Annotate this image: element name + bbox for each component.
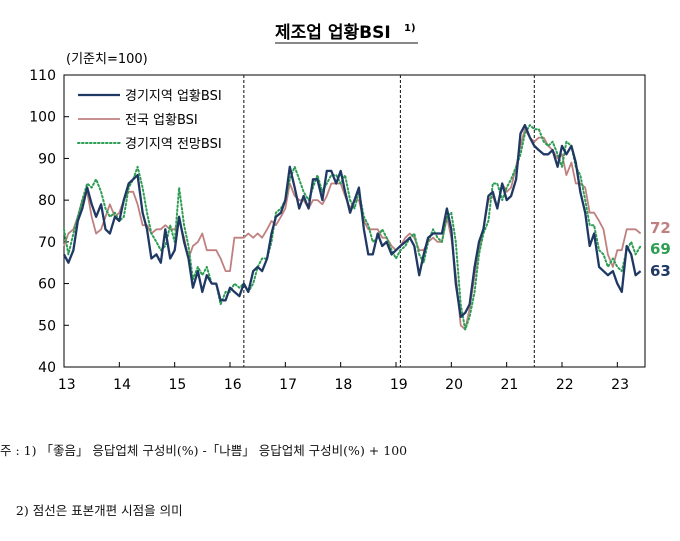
series-line-0	[62, 123, 642, 319]
x-tick-label: 14	[113, 377, 131, 393]
plot-frame	[63, 74, 646, 368]
x-tick-label: 13	[58, 377, 76, 393]
legend-label-regional-outlook: 경기지역 전망BSI	[125, 137, 222, 152]
legend: 경기지역 업황BSI 전국 업황BSI 경기지역 전망BSI	[77, 89, 222, 152]
x-tick-label: 19	[390, 377, 408, 393]
y-tick-label: 80	[38, 193, 56, 209]
y-tick-label: 90	[38, 151, 56, 167]
x-tick-label: 23	[611, 377, 629, 393]
end-label-national: 72	[650, 219, 671, 237]
y-tick-label: 110	[29, 68, 56, 84]
end-label-regional-outlook: 69	[650, 240, 671, 258]
x-tick-label: 17	[279, 377, 297, 393]
x-tick-label: 21	[501, 377, 519, 393]
chart-title-superscript: 1)	[404, 23, 416, 34]
y-tick-label: 50	[38, 318, 56, 334]
legend-label-national-bsi: 전국 업황BSI	[125, 113, 198, 128]
y-tick-label: 70	[38, 235, 56, 251]
unit-label: (기준치=100)	[66, 52, 148, 67]
footnote-2: 2) 점선은 표본개편 시점을 의미	[0, 503, 183, 518]
footnotes: 주 : 1) 「좋음」 응답업체 구성비(%) -「나쁨」 응답업체 구성비(%…	[0, 401, 407, 541]
x-tick-label: 22	[556, 377, 574, 393]
y-tick-label: 40	[38, 360, 56, 376]
y-tick-label: 60	[38, 277, 56, 293]
chart-title: 제조업 업황BSI	[275, 23, 391, 43]
legend-label-regional-bsi: 경기지역 업황BSI	[125, 89, 222, 104]
x-tick-label: 18	[335, 377, 353, 393]
title-group: 제조업 업황BSI 1)	[275, 23, 418, 44]
sample-revision-markers	[243, 75, 535, 367]
x-tick-label: 20	[445, 377, 463, 393]
x-tick-label: 16	[224, 377, 242, 393]
end-label-regional: 63	[650, 262, 671, 280]
end-labels: 72 69 63	[650, 219, 671, 280]
x-tick-label: 15	[169, 377, 187, 393]
series-lines	[62, 123, 642, 331]
bsi-line-chart: 제조업 업황BSI 1) (기준치=100) 40 50 60 70 80 90 100 11…	[29, 23, 671, 393]
y-tick-label: 100	[29, 110, 56, 126]
y-axis: 40 50 60 70 80 90 100 110	[29, 68, 69, 376]
footnote-1: 주 : 1) 「좋음」 응답업체 구성비(%) -「나쁨」 응답업체 구성비(%…	[0, 443, 408, 458]
x-axis: 13 14 15 16 17 18 19 20 21 22 23	[58, 362, 629, 393]
